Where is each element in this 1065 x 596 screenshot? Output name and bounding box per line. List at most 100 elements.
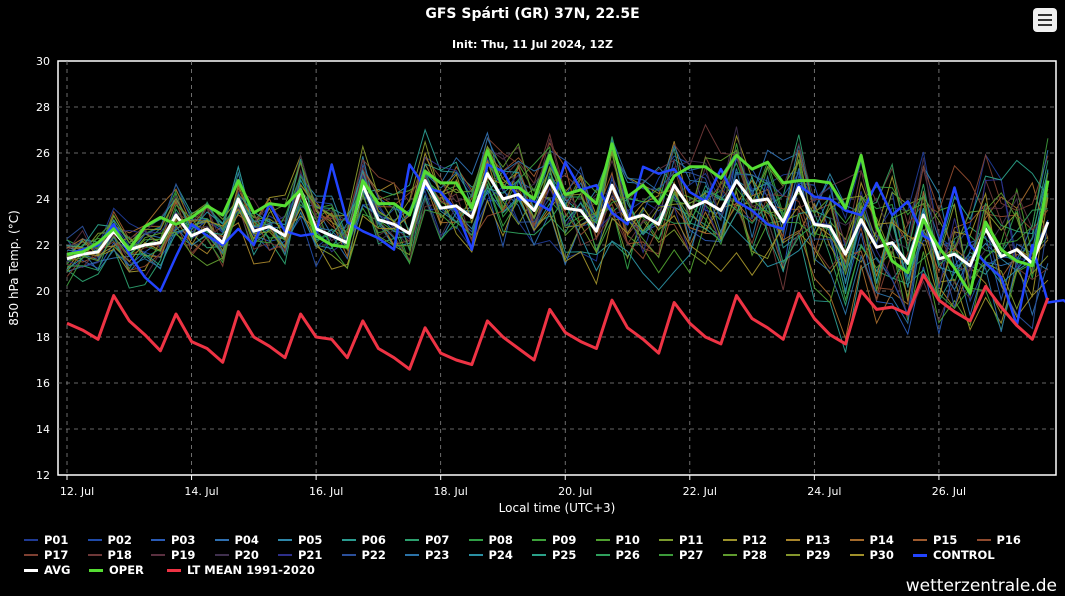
legend-item-p01[interactable]: P01	[24, 533, 68, 547]
legend-label: P21	[298, 548, 323, 562]
legend-label: P09	[552, 533, 577, 547]
legend-item-p05[interactable]: P05	[278, 533, 322, 547]
legend-item-p24[interactable]: P24	[468, 548, 513, 562]
legend-swatch	[167, 568, 181, 572]
legend-swatch	[786, 554, 800, 556]
legend-item-p21[interactable]: P21	[278, 548, 322, 562]
legend-item-p02[interactable]: P02	[87, 533, 132, 547]
y-tick-label: 14	[36, 423, 50, 436]
legend-swatch	[87, 554, 102, 556]
hamburger-menu-icon[interactable]	[1033, 8, 1057, 32]
legend-swatch	[151, 554, 165, 556]
legend-item-avg[interactable]: AVG	[24, 563, 70, 577]
legend-item-p11[interactable]: P11	[659, 533, 703, 547]
legend-swatch	[278, 554, 292, 556]
legend-item-p10[interactable]: P10	[595, 533, 640, 547]
legend-item-p20[interactable]: P20	[214, 548, 259, 562]
legend-label: P22	[361, 548, 386, 562]
legend-label: LT MEAN 1991-2020	[187, 563, 315, 577]
legend-swatch	[595, 554, 610, 556]
legend-label: P04	[234, 533, 259, 547]
legend-label: P18	[107, 548, 132, 562]
legend-swatch	[659, 539, 673, 541]
legend-item-p29[interactable]: P29	[786, 548, 830, 562]
y-tick-label: 16	[36, 377, 50, 390]
legend-item-p14[interactable]: P14	[849, 533, 894, 547]
legend-swatch	[468, 539, 483, 541]
legend-item-p04[interactable]: P04	[214, 533, 259, 547]
legend-item-p27[interactable]: P27	[659, 548, 703, 562]
legend-swatch	[532, 554, 546, 556]
series-line-p11	[66, 160, 1049, 311]
legend-label: P19	[171, 548, 196, 562]
legend-item-p19[interactable]: P19	[151, 548, 195, 562]
series-line-oper	[66, 142, 1050, 295]
legend-swatch	[24, 539, 38, 541]
legend-item-p25[interactable]: P25	[532, 548, 576, 562]
legend-label: P28	[742, 548, 767, 562]
legend-label: P11	[679, 533, 704, 547]
chart-title: GFS Spárti (GR) 37N, 22.5E	[425, 6, 640, 22]
legend-item-lt-mean-1991-2020[interactable]: LT MEAN 1991-2020	[167, 563, 315, 577]
plot-frame	[57, 60, 1057, 476]
legend-label: P20	[234, 548, 259, 562]
watermark-text: wetterzentrale.de	[905, 576, 1057, 596]
legend-swatch	[849, 554, 864, 556]
y-tick-label: 22	[36, 239, 50, 252]
y-tick-label: 26	[36, 147, 50, 160]
legend-label: P07	[425, 533, 450, 547]
legend-label: P14	[869, 533, 894, 547]
legend-swatch	[214, 554, 229, 556]
chart-subtitle: Init: Thu, 11 Jul 2024, 12Z	[452, 38, 613, 51]
legend-item-p22[interactable]: P22	[341, 548, 386, 562]
legend-item-p18[interactable]: P18	[87, 548, 132, 562]
legend-label: P15	[933, 533, 958, 547]
legend-label: AVG	[44, 563, 71, 577]
series-line-control	[66, 160, 1065, 327]
legend-label: P27	[679, 548, 704, 562]
y-tick-label: 20	[36, 285, 50, 298]
legend-label: P01	[44, 533, 69, 547]
legend-item-oper[interactable]: OPER	[89, 563, 144, 577]
x-tick-label: 12. Jul	[60, 485, 94, 498]
legend-item-p15[interactable]: P15	[913, 533, 957, 547]
legend-item-p07[interactable]: P07	[405, 533, 449, 547]
y-tick-label: 18	[36, 331, 50, 344]
legend-item-p23[interactable]: P23	[405, 548, 449, 562]
legend-label: P25	[552, 548, 577, 562]
legend-item-p26[interactable]: P26	[595, 548, 640, 562]
legend-swatch	[659, 554, 673, 556]
legend-label: CONTROL	[933, 548, 995, 562]
legend-item-p09[interactable]: P09	[532, 533, 576, 547]
legend-item-control[interactable]: CONTROL	[913, 548, 995, 562]
legend-label: P17	[44, 548, 69, 562]
legend-item-p08[interactable]: P08	[468, 533, 513, 547]
legend-item-p06[interactable]: P06	[341, 533, 386, 547]
legend-item-p12[interactable]: P12	[722, 533, 767, 547]
temperature-chart: 12 14 16 18 20 22 24 26 28 30 12. Jul 14. Jul 16. Ju…	[7, 55, 1065, 515]
legend-item-p16[interactable]: P16	[976, 533, 1021, 547]
legend-item-p03[interactable]: P03	[151, 533, 195, 547]
legend-label: P13	[806, 533, 831, 547]
legend-item-p28[interactable]: P28	[722, 548, 767, 562]
y-tick-label: 28	[36, 101, 50, 114]
legend-label: P08	[488, 533, 513, 547]
legend-label: P10	[615, 533, 640, 547]
legend-swatch	[214, 539, 229, 541]
legend-swatch	[976, 539, 991, 541]
legend-item-p17[interactable]: P17	[24, 548, 68, 562]
legend-item-p30[interactable]: P30	[849, 548, 894, 562]
x-axis-label: Local time (UTC+3)	[499, 501, 616, 515]
x-tick-label: 26. Jul	[932, 485, 966, 498]
legend-swatch	[405, 539, 419, 541]
legend-swatch	[786, 539, 800, 541]
legend-label: P12	[742, 533, 767, 547]
legend-swatch	[595, 539, 610, 541]
legend-swatch	[405, 554, 419, 556]
legend-swatch	[151, 539, 165, 541]
legend-swatch	[722, 554, 737, 556]
legend-item-p13[interactable]: P13	[786, 533, 830, 547]
legend-swatch	[913, 539, 927, 541]
legend-swatch	[87, 539, 102, 541]
legend-label: P05	[298, 533, 323, 547]
